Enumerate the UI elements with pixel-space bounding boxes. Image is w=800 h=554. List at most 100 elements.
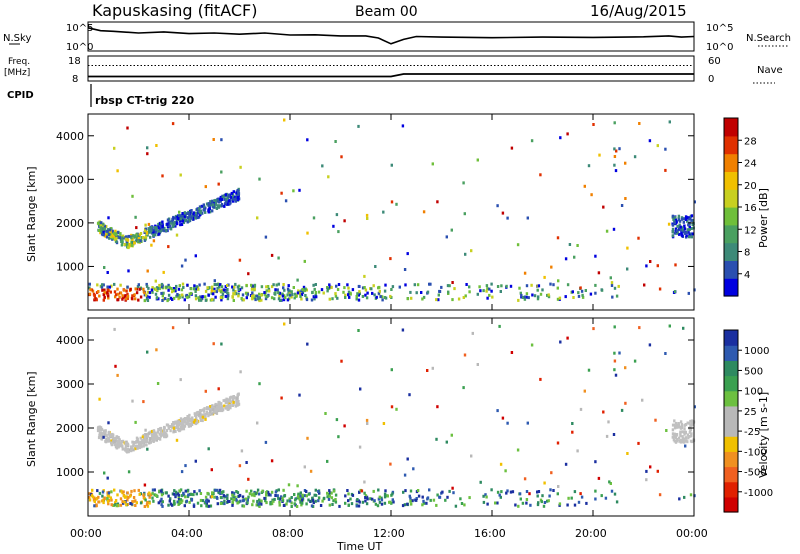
echo-cell	[197, 296, 200, 300]
echo-cell	[463, 503, 466, 507]
echo-cell	[523, 295, 527, 299]
echo-cell	[342, 290, 345, 294]
echo-cell	[674, 435, 678, 439]
echo-cell	[183, 504, 186, 508]
echo-cell	[177, 423, 180, 426]
echo-cell	[536, 284, 539, 288]
echo-cell	[219, 296, 223, 300]
echo-cell	[127, 470, 131, 474]
echo-cell	[204, 495, 208, 499]
echo-cell	[501, 416, 505, 420]
echo-cell	[194, 216, 197, 220]
echo-cell	[523, 271, 527, 275]
echo-cell	[97, 500, 100, 504]
echo-cell	[119, 503, 123, 507]
echo-cell	[214, 283, 217, 287]
echo-cell	[269, 493, 272, 497]
echo-cell	[224, 290, 227, 294]
echo-cell	[366, 422, 369, 425]
echo-cell	[179, 219, 182, 223]
echo-cell	[155, 226, 158, 230]
echo-cell	[572, 296, 575, 299]
echo-cell	[148, 291, 152, 295]
echo-cell	[299, 294, 302, 298]
colorbar-segment	[724, 405, 738, 422]
echo-cell	[100, 433, 103, 437]
echo-cell	[571, 290, 574, 294]
echo-cell	[121, 234, 125, 238]
echo-cell	[219, 496, 223, 499]
colorbar-tick-label: 25	[744, 407, 757, 418]
colorbar-tick-label: 20	[744, 181, 757, 192]
echo-cell	[120, 243, 124, 247]
echo-cell	[453, 287, 456, 291]
echo-cell	[127, 269, 130, 273]
echo-cell	[182, 491, 185, 495]
colorbar-segment	[724, 278, 738, 297]
colorbar-segment	[724, 390, 738, 407]
echo-cell	[239, 165, 242, 169]
echo-cell	[613, 147, 616, 151]
echo-cell	[216, 488, 219, 492]
echo-cell	[106, 271, 109, 274]
echo-cell	[188, 419, 192, 423]
echo-cell	[234, 289, 237, 293]
echo-cell	[610, 281, 614, 285]
echo-cell	[303, 289, 307, 293]
echo-cell	[115, 446, 119, 450]
echo-cell	[152, 234, 155, 238]
echo-cell	[602, 410, 605, 414]
echo-cell	[171, 326, 175, 330]
echo-cell	[287, 483, 291, 487]
echo-cell	[324, 412, 327, 415]
echo-cell	[620, 408, 624, 412]
echo-cell	[357, 329, 360, 332]
echo-cell	[109, 230, 112, 234]
echo-cell	[228, 201, 232, 205]
echo-cell	[658, 493, 662, 497]
echo-cell	[227, 398, 231, 402]
echo-cell	[133, 234, 137, 238]
colorbar-segment	[724, 451, 738, 468]
echo-cell	[300, 503, 303, 507]
echo-cell	[90, 494, 94, 498]
echo-cell	[167, 503, 170, 507]
echo-cell	[181, 295, 184, 299]
echo-cell	[179, 173, 182, 177]
echo-cell	[378, 289, 381, 293]
echo-cell	[550, 265, 553, 269]
echo-cell	[146, 434, 150, 438]
echo-cell	[113, 237, 117, 241]
echo-cell	[317, 490, 320, 493]
echo-cell	[116, 441, 119, 445]
echo-cell	[335, 418, 339, 422]
echo-cell	[383, 492, 387, 496]
echo-cell	[113, 327, 116, 331]
echo-cell	[250, 489, 253, 493]
echo-cell	[125, 289, 128, 293]
echo-cell	[199, 409, 202, 412]
echo-cell	[244, 497, 248, 501]
echo-cell	[390, 288, 393, 291]
echo-cell	[130, 502, 134, 506]
echo-cell	[234, 495, 237, 499]
echo-cell	[256, 488, 260, 492]
echo-cell	[115, 504, 118, 508]
echo-cell	[211, 297, 214, 301]
echo-cell	[274, 494, 277, 497]
echo-cell	[126, 238, 130, 242]
echo-cell	[298, 292, 302, 296]
echo-cell	[347, 503, 350, 507]
echo-cell	[209, 504, 213, 508]
echo-cell	[153, 226, 157, 229]
echo-cell	[645, 469, 648, 473]
echo-cell	[641, 398, 644, 402]
echo-cell	[237, 294, 240, 298]
echo-cell	[125, 503, 128, 507]
echo-cell	[172, 287, 176, 290]
echo-cell	[282, 298, 286, 302]
echo-cell	[425, 501, 428, 505]
echo-cell	[125, 242, 129, 246]
echo-cell	[225, 495, 228, 499]
echo-cell	[679, 430, 682, 434]
